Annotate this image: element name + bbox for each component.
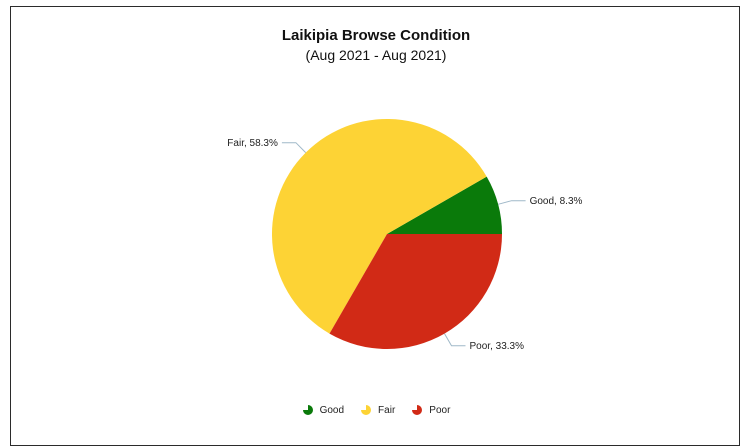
legend-label-fair: Fair: [378, 404, 396, 416]
pie-slice-fair[interactable]: [271, 118, 487, 334]
pie-slice-poor[interactable]: [329, 234, 503, 349]
pie-legend-icon: [361, 405, 372, 415]
legend-label-poor: Poor: [429, 404, 451, 416]
data-label-poor: Poor, 33.3%: [470, 341, 525, 352]
chart-legend: Good Fair Poor: [11, 404, 741, 416]
chart-subtitle: (Aug 2021 - Aug 2021): [305, 47, 447, 63]
chart-frame: Laikipia Browse Condition (Aug 2021 - Au…: [10, 6, 740, 446]
chart-title: Laikipia Browse Condition: [281, 27, 471, 44]
leader-line-poor: [444, 333, 466, 347]
legend-item-good[interactable]: Good: [302, 404, 344, 416]
data-label-good: Good, 8.3%: [530, 196, 583, 207]
legend-item-poor[interactable]: Poor: [411, 404, 450, 416]
pie-slice-good[interactable]: [387, 176, 502, 234]
pie-legend-icon: [302, 405, 313, 415]
legend-item-fair[interactable]: Fair: [360, 404, 395, 416]
leader-line-fair: [281, 142, 307, 153]
data-label-fair: Fair, 58.3%: [227, 138, 278, 149]
pie-chart: Good, 8.3% Fair, 58.3% Poor, 33.3%: [227, 118, 583, 352]
pie-legend-icon: [412, 405, 423, 415]
legend-label-good: Good: [319, 404, 345, 416]
leader-line-good: [497, 200, 526, 205]
